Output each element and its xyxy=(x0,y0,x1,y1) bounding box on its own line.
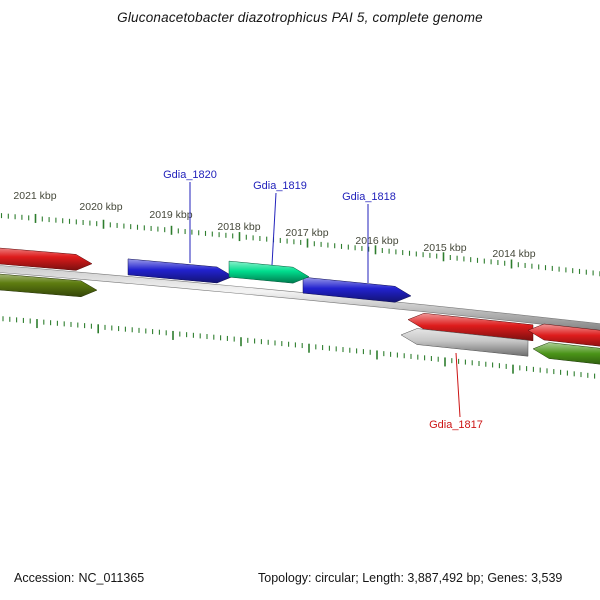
gene-label-Gdia_1820[interactable]: Gdia_1820 xyxy=(163,169,217,181)
ruler-tick-label: 2019 kbp xyxy=(149,209,192,221)
gene-arrow-gray[interactable] xyxy=(400,328,529,357)
gene-arrow-right-green[interactable] xyxy=(532,342,600,368)
ruler-tick-label: 2015 kbp xyxy=(423,242,466,254)
accession-value: NC_011365 xyxy=(78,571,145,585)
gene-arrow-Gdia_1818[interactable] xyxy=(302,276,412,303)
ruler-tick-label: 2016 kbp xyxy=(355,235,398,247)
gene-arrow-Gdia_1820[interactable] xyxy=(127,258,234,284)
gene-label-Gdia_1819[interactable]: Gdia_1819 xyxy=(253,180,307,192)
accession-label: Accession: xyxy=(14,571,75,585)
gene-label-leader xyxy=(271,192,277,266)
accession: Accession: NC_011365 xyxy=(14,571,144,585)
ruler-tick-label: 2014 kbp xyxy=(492,248,535,260)
gene-label-Gdia_1818[interactable]: Gdia_1818 xyxy=(342,191,396,203)
genome-axis xyxy=(0,265,600,332)
genome-summary: Topology: circular; Length: 3,887,492 bp… xyxy=(258,571,563,585)
gene-label-Gdia_1817[interactable]: Gdia_1817 xyxy=(429,419,483,431)
page-title: Gluconacetobacter diazotrophicus PAI 5, … xyxy=(117,10,483,25)
gene-arrow-left-red[interactable] xyxy=(0,246,93,271)
gene-label-leader xyxy=(455,352,461,418)
gene-arrow-Gdia_1817[interactable] xyxy=(407,313,534,342)
ruler-tick-label: 2018 kbp xyxy=(217,221,260,233)
ruler-tick-label: 2021 kbp xyxy=(13,190,56,202)
ruler-tick-label: 2017 kbp xyxy=(285,227,328,239)
gene-arrow-right-red[interactable] xyxy=(527,323,600,349)
gene-arrow-Gdia_1819[interactable] xyxy=(228,260,310,284)
gene-arrow-left-olive[interactable] xyxy=(0,272,98,298)
ruler-tick-label: 2020 kbp xyxy=(79,201,122,213)
